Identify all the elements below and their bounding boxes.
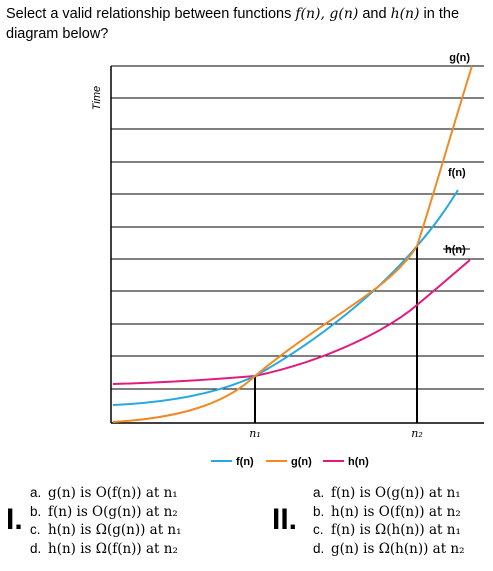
option-letter: a. <box>30 485 42 500</box>
option-text: h(n) is O(f(n)) at n₂ <box>331 503 461 520</box>
option-group-2-numeral: II. <box>272 503 298 536</box>
option-2b[interactable]: b. h(n) is O(f(n)) at n₂ <box>313 503 465 522</box>
n2-label: n₂ <box>411 427 423 440</box>
option-text: g(n) is Ω(h(n)) at n₂ <box>331 540 465 557</box>
option-1c[interactable]: c. h(n) is Ω(g(n)) at n₁ <box>30 521 182 540</box>
option-text: g(n) is O(f(n)) at n₁ <box>48 485 178 501</box>
question-last-function: h(n) <box>390 6 420 22</box>
g-curve <box>112 65 473 423</box>
h-curve-label: h(n) <box>445 244 466 256</box>
option-letter: c. <box>30 522 41 537</box>
option-letter: d. <box>313 540 325 556</box>
option-group-2: a. f(n) is O(g(n)) at n₁ b. h(n) is O(f(n)… <box>313 484 465 558</box>
option-text: h(n) is Ω(f(n)) at n₂ <box>48 540 178 557</box>
f-curve-label: f(n) <box>448 167 466 179</box>
question-text: Select a valid relationship between func… <box>6 4 490 44</box>
option-1d[interactable]: d. h(n) is Ω(f(n)) at n₂ <box>30 540 182 559</box>
legend: f(n) g(n) h(n) <box>211 456 369 468</box>
option-letter: b. <box>30 503 42 519</box>
question-connector: and <box>358 6 391 22</box>
n1-label: n₁ <box>249 427 261 440</box>
question-functions: f(n), g(n) <box>295 6 359 22</box>
option-1b[interactable]: b. f(n) is O(g(n)) at n₂ <box>30 503 182 522</box>
option-2d[interactable]: d. g(n) is Ω(h(n)) at n₂ <box>313 540 465 559</box>
option-text: f(n) is Ω(h(n)) at n₁ <box>331 522 461 538</box>
f-curve <box>112 189 459 406</box>
option-letter: a. <box>313 485 325 500</box>
option-text: h(n) is Ω(g(n)) at n₁ <box>48 522 182 538</box>
legend-f-label: f(n) <box>236 456 254 468</box>
option-2a[interactable]: a. f(n) is O(g(n)) at n₁ <box>313 484 465 503</box>
option-group-1-numeral: I. <box>6 503 23 536</box>
option-2c[interactable]: c. f(n) is Ω(h(n)) at n₁ <box>313 521 465 540</box>
grid <box>111 65 484 390</box>
legend-h-label: h(n) <box>348 456 369 468</box>
option-text: f(n) is O(g(n)) at n₂ <box>48 503 178 520</box>
option-text: f(n) is O(g(n)) at n₁ <box>331 485 461 501</box>
y-axis-label: Time <box>91 86 103 110</box>
question-suffix: in the diagram below? <box>6 6 460 42</box>
option-letter: b. <box>313 503 325 519</box>
option-letter: d. <box>30 540 42 556</box>
g-curve-label: g(n) <box>449 52 470 64</box>
question-prefix: Select a valid relationship between func… <box>6 6 296 22</box>
option-letter: c. <box>313 522 324 537</box>
option-1a[interactable]: a. g(n) is O(f(n)) at n₁ <box>30 484 182 503</box>
option-group-1: a. g(n) is O(f(n)) at n₁ b. f(n) is O(g(n)… <box>30 484 182 558</box>
legend-g-label: g(n) <box>291 456 312 468</box>
h-curve <box>112 259 471 385</box>
